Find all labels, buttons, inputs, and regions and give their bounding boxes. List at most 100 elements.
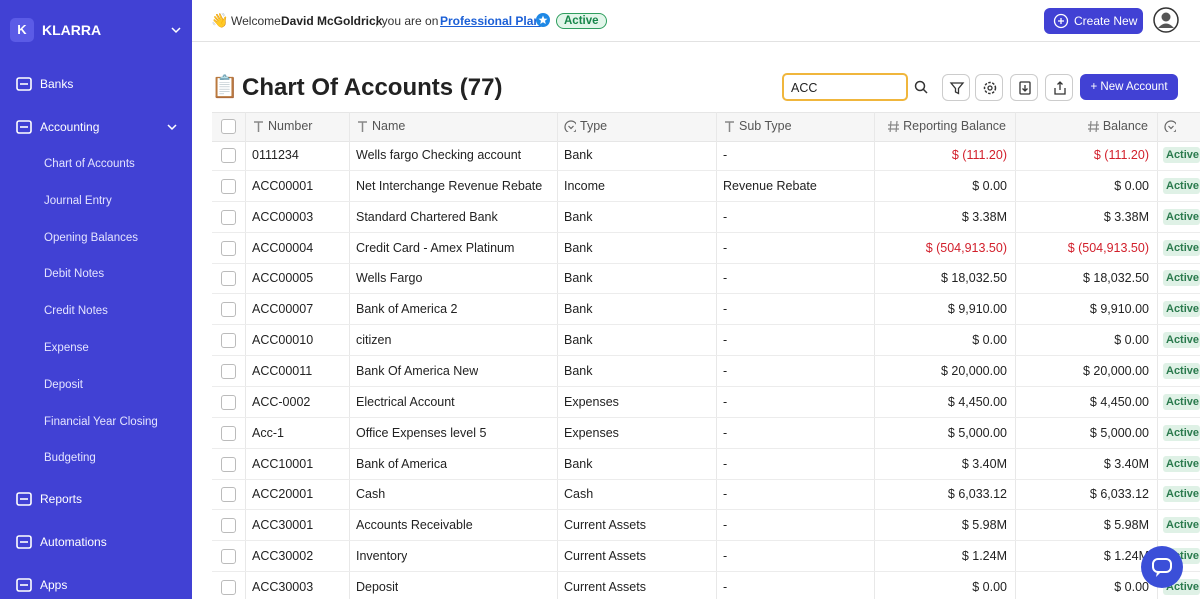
search-box[interactable]: ACC bbox=[782, 73, 908, 101]
table-cell: - bbox=[723, 209, 728, 224]
create-button[interactable]: Create New bbox=[1044, 8, 1143, 34]
toolbar-button[interactable] bbox=[975, 74, 1003, 101]
nav-item[interactable]: Reports bbox=[40, 492, 83, 506]
table-cell: - bbox=[723, 456, 728, 471]
table-cell: Bank of America 2 bbox=[356, 302, 458, 317]
toolbar-button[interactable] bbox=[942, 74, 970, 101]
toolbar-button[interactable] bbox=[907, 74, 935, 101]
toolbar-icon bbox=[983, 81, 997, 95]
table-row[interactable] bbox=[212, 140, 1200, 171]
row-checkbox[interactable] bbox=[221, 271, 236, 287]
table-cell: - bbox=[723, 333, 728, 348]
row-checkbox[interactable] bbox=[221, 549, 236, 565]
row-checkbox[interactable] bbox=[221, 148, 236, 163]
row-checkbox[interactable] bbox=[221, 209, 236, 225]
plan-badge bbox=[536, 13, 550, 27]
table-header bbox=[212, 112, 1200, 142]
table-cell: ACC30002 bbox=[252, 549, 314, 564]
status-pill: Active bbox=[1163, 301, 1200, 318]
table-row[interactable] bbox=[212, 325, 1200, 357]
nav-subitem[interactable]: Financial Year Closing bbox=[44, 415, 158, 428]
nav-subitem[interactable]: Budgeting bbox=[44, 452, 96, 465]
row-checkbox[interactable] bbox=[221, 487, 236, 503]
nav-item[interactable]: Automations bbox=[40, 535, 107, 549]
table-cell: Bank bbox=[564, 271, 593, 286]
new-account-button[interactable]: + New Account bbox=[1080, 74, 1178, 100]
row-checkbox[interactable] bbox=[221, 363, 236, 379]
row-checkbox[interactable] bbox=[221, 579, 236, 595]
table-row[interactable] bbox=[212, 510, 1200, 542]
table-cell: 0111234 bbox=[252, 148, 299, 162]
table-cell: $ (111.20) bbox=[951, 148, 1007, 162]
chat-button[interactable] bbox=[1140, 545, 1184, 589]
table-cell: Office Expenses level 5 bbox=[356, 425, 487, 440]
row-checkbox[interactable] bbox=[221, 240, 236, 256]
table-cell: Deposit bbox=[356, 579, 399, 594]
brand: KLARRA bbox=[42, 22, 102, 38]
column-header[interactable]: Sub Type bbox=[739, 119, 792, 133]
row-checkbox[interactable] bbox=[221, 425, 236, 441]
plus-icon bbox=[1053, 13, 1069, 29]
row-checkbox[interactable] bbox=[221, 518, 236, 534]
welcome-text: , you are on bbox=[375, 14, 439, 28]
table-row[interactable] bbox=[212, 356, 1200, 387]
table-cell: ACC00005 bbox=[252, 271, 314, 286]
table-row[interactable] bbox=[212, 418, 1200, 449]
table-cell: ACC00011 bbox=[252, 363, 313, 378]
column-icon bbox=[725, 121, 734, 132]
page-title: Chart Of Accounts (77) bbox=[242, 74, 503, 101]
select-all-checkbox[interactable] bbox=[221, 119, 236, 134]
nav-subitem[interactable]: Journal Entry bbox=[44, 194, 112, 207]
wave-emoji: 👋 bbox=[211, 12, 229, 28]
table-row[interactable] bbox=[212, 387, 1200, 418]
row-checkbox[interactable] bbox=[221, 333, 236, 349]
nav-item[interactable]: Apps bbox=[40, 578, 68, 592]
table-cell: $ 3.38M bbox=[961, 209, 1007, 224]
row-checkbox[interactable] bbox=[221, 456, 236, 472]
toolbar-icon bbox=[1054, 81, 1066, 95]
table-row[interactable] bbox=[212, 294, 1200, 326]
row-checkbox[interactable] bbox=[221, 178, 236, 194]
avatar bbox=[1153, 7, 1179, 33]
table-cell: $ 5.98M bbox=[1103, 518, 1149, 533]
nav-item[interactable]: Banks bbox=[40, 77, 74, 91]
column-header[interactable]: Number bbox=[268, 119, 313, 133]
table-cell: ACC00001 bbox=[252, 178, 314, 193]
row-checkbox[interactable] bbox=[221, 394, 236, 410]
nav-subitem[interactable]: Expense bbox=[44, 342, 89, 354]
toolbar-button[interactable] bbox=[1010, 74, 1038, 101]
plan-link[interactable]: Professional Plan bbox=[440, 14, 541, 28]
column-icon bbox=[1164, 120, 1176, 132]
column-header[interactable]: Reporting Balance bbox=[903, 119, 1006, 133]
nav-subitem[interactable]: Opening Balances bbox=[44, 231, 138, 244]
column-header[interactable]: Balance bbox=[1102, 119, 1148, 133]
table-cell: Bank bbox=[564, 148, 593, 162]
nav-subitem[interactable]: Chart of Accounts bbox=[44, 158, 135, 170]
table-row[interactable] bbox=[212, 233, 1200, 264]
table-row[interactable] bbox=[212, 171, 1200, 202]
table-row[interactable] bbox=[212, 479, 1200, 511]
table-cell: Wells Fargo bbox=[356, 271, 423, 286]
column-header[interactable]: Name bbox=[372, 119, 406, 133]
column-header[interactable]: Type bbox=[580, 119, 608, 133]
table-cell: ACC20001 bbox=[252, 487, 314, 502]
table-cell: Bank bbox=[564, 456, 593, 471]
top-bar bbox=[192, 0, 1200, 42]
nav-subitem[interactable]: Deposit bbox=[44, 378, 83, 391]
nav-item[interactable]: Accounting bbox=[40, 120, 100, 134]
table-cell: ACC10001 bbox=[252, 456, 314, 471]
nav-subitem[interactable]: Credit Notes bbox=[44, 305, 108, 318]
table-row[interactable] bbox=[212, 449, 1200, 480]
table-row[interactable] bbox=[212, 202, 1200, 233]
table-row[interactable] bbox=[212, 263, 1200, 295]
row-checkbox[interactable] bbox=[221, 302, 236, 318]
table-cell: $ 20,000.00 bbox=[1082, 363, 1149, 378]
nav-subitem[interactable]: Debit Notes bbox=[44, 268, 105, 281]
table-cell: $ 0.00 bbox=[972, 178, 1007, 193]
table-cell: ACC-0002 bbox=[252, 394, 311, 409]
table-row[interactable] bbox=[212, 541, 1200, 573]
table-cell: Expenses bbox=[564, 394, 619, 409]
toolbar-button[interactable] bbox=[1045, 74, 1073, 101]
table-cell: - bbox=[723, 425, 728, 440]
table-cell: - bbox=[723, 271, 728, 286]
